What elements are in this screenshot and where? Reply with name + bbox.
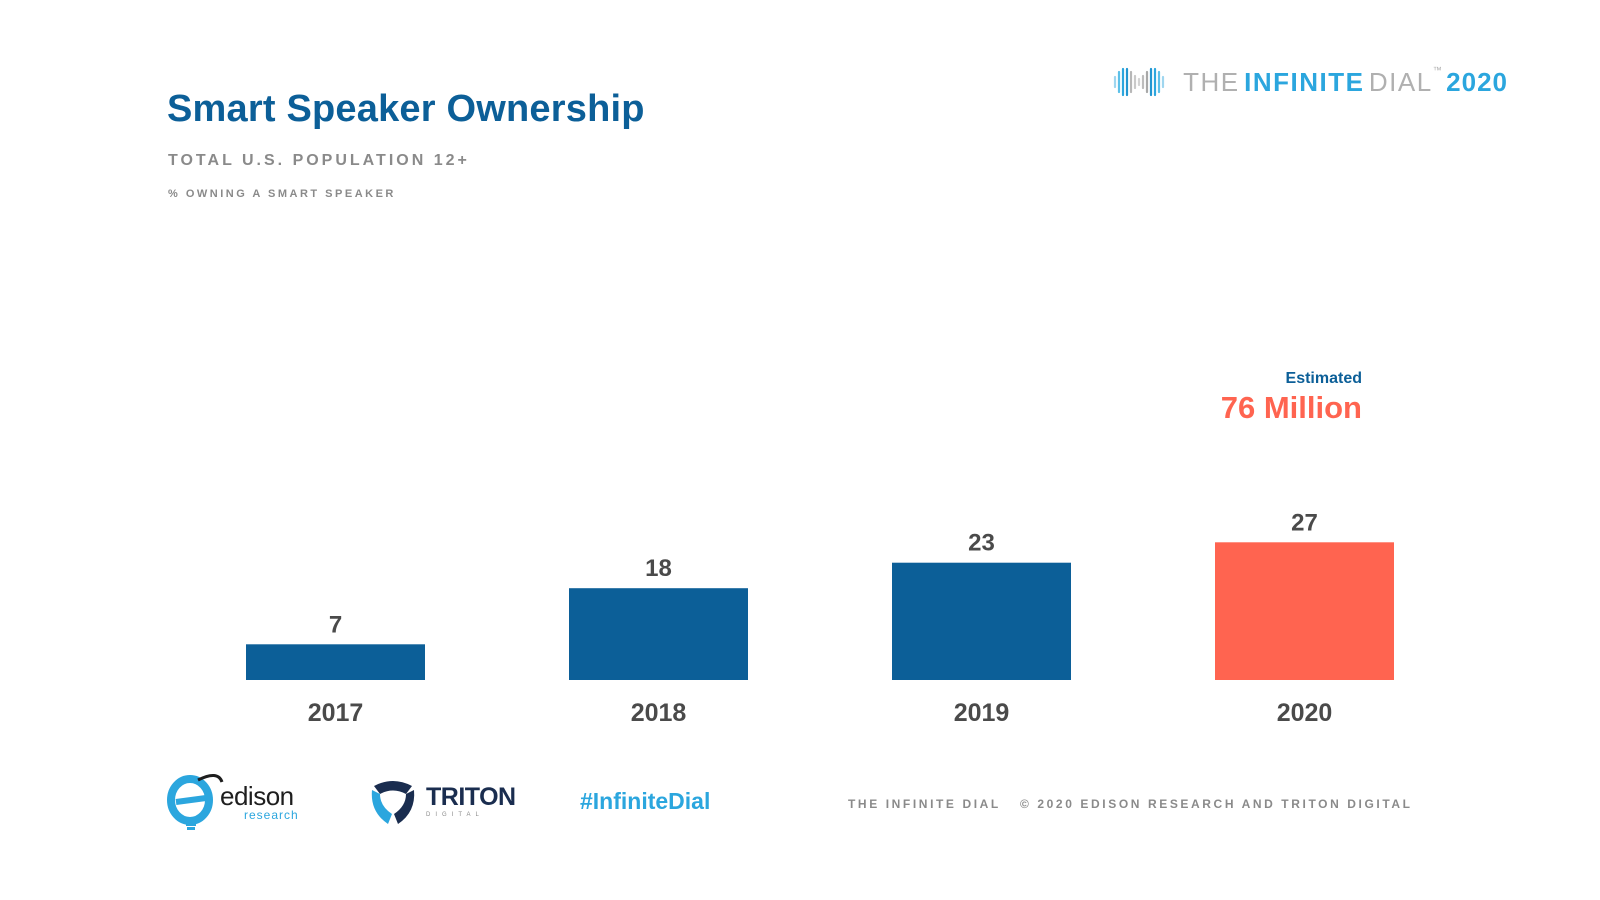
category-label-2017: 2017 [308,699,364,727]
estimate-label: Estimated [1285,370,1362,387]
chart-caption: % OWNING A SMART SPEAKER [168,188,396,200]
footer-publication: THE INFINITE DIAL [848,797,1001,811]
brand-infinite: INFINITE [1244,66,1365,97]
estimate-value: 76 Million [1220,390,1362,425]
bar-2020 [1215,542,1394,680]
brand-year: 2020 [1446,66,1508,97]
infinite-dial-logo-icon [1114,67,1165,97]
chart-subtitle: TOTAL U.S. POPULATION 12+ [168,152,470,169]
brand-the: THE [1183,66,1240,97]
bar-2018 [569,588,748,680]
triton-sub: DIGITAL [426,811,484,818]
page-title: Smart Speaker Ownership [167,88,645,130]
triton-digital-logo: TRITON DIGITAL [366,774,516,828]
value-label-2019: 23 [968,530,995,557]
triton-name: TRITON [426,782,516,811]
edison-logo-icon [167,774,224,830]
category-label-2019: 2019 [954,699,1010,727]
value-label-2018: 18 [645,555,672,582]
bar-2017 [246,644,425,680]
edison-research-logo: edison research [166,772,299,832]
edison-sub: research [244,808,299,822]
bar-2019 [892,562,1071,680]
infinite-dial-brand: THE INFINITE DIAL™ 2020 [1111,62,1508,102]
trademark-mark: ™ [1432,64,1442,75]
brand-dial: DIAL [1368,66,1433,97]
value-label-2017: 7 [329,611,342,638]
triton-logo-icon [371,781,415,824]
value-label-2020: 27 [1291,509,1318,536]
footer-copyright: © 2020 EDISON RESEARCH AND TRITON DIGITA… [1020,797,1413,811]
edison-name: edison [220,781,294,811]
category-label-2020: 2020 [1277,699,1333,727]
category-label-2018: 2018 [631,699,687,727]
hashtag: #InfiniteDial [580,788,711,814]
